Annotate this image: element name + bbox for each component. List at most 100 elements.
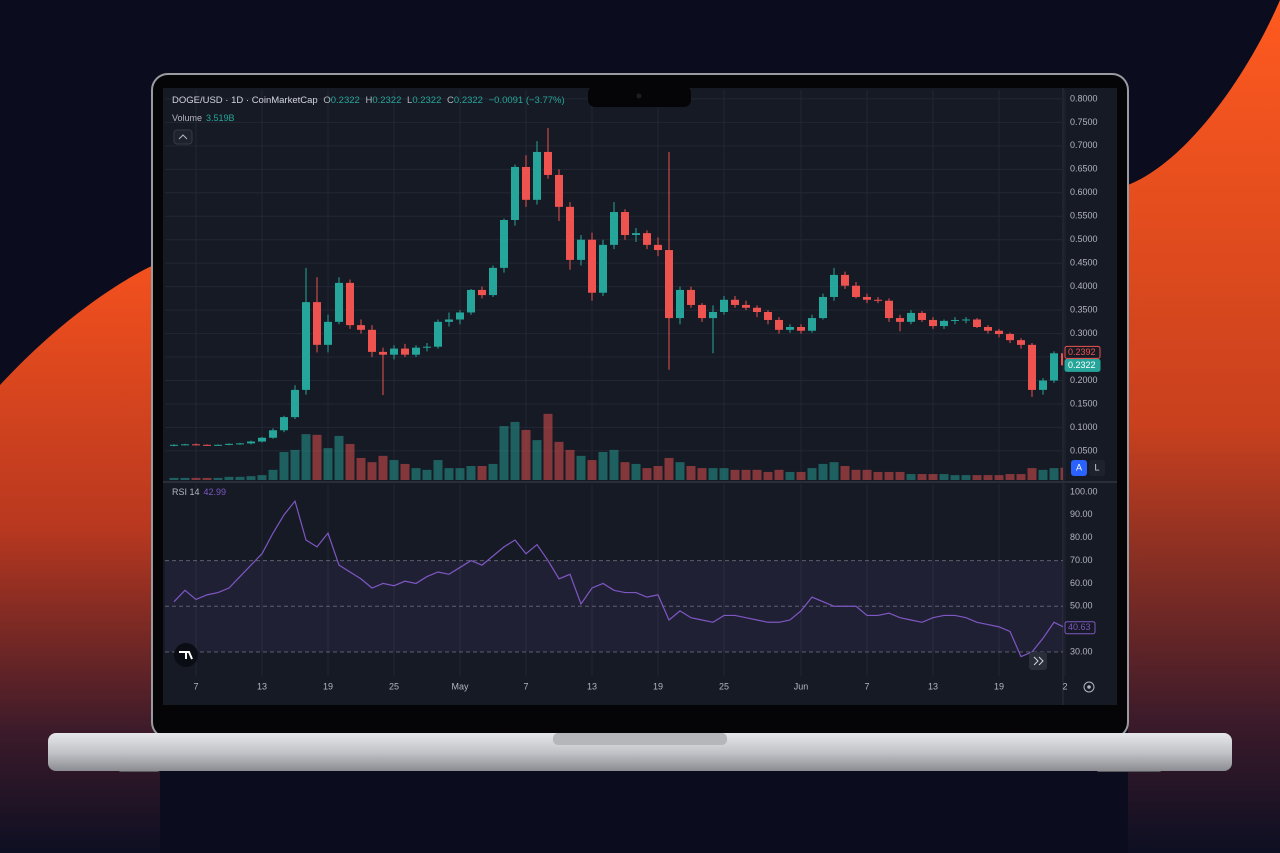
y-tick-label: 0.3500	[1070, 304, 1098, 314]
volume-title: Volume	[172, 113, 203, 123]
candle-body	[357, 325, 365, 330]
volume-bar	[587, 460, 597, 480]
x-tick-label: May	[451, 681, 469, 691]
candle-body	[390, 348, 398, 355]
candle-body	[489, 267, 497, 296]
settings-icon-dot	[1087, 685, 1091, 689]
volume-bar	[675, 462, 685, 480]
candle-body	[995, 330, 1003, 335]
candle-body	[808, 318, 816, 331]
volume-bar	[213, 477, 223, 480]
x-tick-label: 13	[257, 681, 267, 691]
volume-bar	[708, 468, 718, 480]
tv-logo-mark	[179, 651, 193, 660]
volume-bar	[917, 474, 927, 480]
laptop-notch-cut	[553, 733, 727, 745]
candle-body	[984, 327, 992, 331]
candle-body	[335, 282, 343, 322]
rsi-line	[173, 499, 1063, 658]
candle-body	[522, 166, 530, 200]
volume-bar	[928, 474, 938, 480]
candle-body	[830, 274, 838, 297]
candle-body	[907, 312, 915, 322]
volume-bar	[367, 462, 377, 480]
candle-body	[731, 299, 739, 305]
x-tick-label: Jun	[794, 681, 809, 691]
ohlc-value: 0.2322	[412, 95, 442, 106]
candle-body	[1061, 353, 1063, 366]
candle-body	[247, 441, 255, 444]
candle-body	[291, 389, 299, 418]
bg-shape	[1128, 0, 1280, 853]
candle-body	[786, 327, 794, 330]
x-tick-label: 7	[523, 681, 528, 691]
rsi-title: RSI 14	[172, 487, 200, 497]
volume-bar	[257, 475, 267, 480]
candle-body	[214, 444, 222, 446]
volume-bar	[653, 466, 663, 480]
x-tick-label: 25	[389, 681, 399, 691]
candle-body	[456, 312, 464, 320]
y-tick-label: 0.6500	[1070, 164, 1098, 174]
volume-bar	[301, 434, 311, 480]
rsi-tick-label: 70.00	[1070, 555, 1093, 565]
candle-body	[698, 304, 706, 319]
x-tick-label: 19	[653, 681, 663, 691]
candle-body	[654, 244, 662, 251]
candle-body	[533, 151, 541, 200]
candle-body	[951, 319, 959, 321]
candle-body	[544, 151, 552, 175]
candle-body	[775, 319, 783, 330]
volume-bar	[477, 466, 487, 480]
candle-body	[324, 321, 332, 345]
candle-body	[170, 444, 178, 446]
volume-value: 3.519B	[206, 113, 235, 123]
volume-bar	[697, 468, 707, 480]
y-tick-label: 0.0500	[1070, 445, 1098, 455]
laptop-base	[48, 733, 1232, 771]
rsi-legend: RSI 14 42.99	[172, 487, 226, 497]
symbol-header: DOGE/USD · 1D · CoinMarketCap O0.2322 H0…	[172, 95, 568, 106]
candle-body	[742, 304, 750, 308]
log-scale-button[interactable]	[1089, 460, 1105, 476]
volume-bar	[598, 452, 608, 480]
candle-body	[412, 347, 420, 355]
candle-body	[269, 430, 277, 438]
volume-bar	[323, 448, 333, 480]
settings-icon[interactable]	[1083, 681, 1095, 693]
candle-body	[841, 274, 849, 286]
candle-body	[709, 311, 717, 319]
x-tick-label: 19	[323, 681, 333, 691]
candle-body	[434, 321, 442, 347]
volume-bar	[1060, 467, 1063, 480]
y-tick-label: 0.7000	[1070, 140, 1098, 150]
volume-bar	[510, 421, 520, 480]
candle-body	[874, 299, 882, 301]
volume-bar	[202, 477, 212, 480]
candle-body	[478, 289, 486, 296]
volume-bar	[620, 462, 630, 480]
candle-body	[467, 289, 475, 313]
candle-body	[632, 233, 640, 236]
candle-body	[599, 244, 607, 293]
button-label: A	[1076, 462, 1082, 472]
volume-bar	[774, 469, 784, 480]
volume-bar	[884, 471, 894, 480]
candle-body	[313, 302, 321, 345]
auto-scale-button[interactable]	[1071, 460, 1087, 476]
volume-legend: Volume 3.519B	[172, 113, 235, 123]
volume-bar	[279, 452, 289, 480]
candle-body	[940, 320, 948, 327]
x-tick-label: 13	[928, 681, 938, 691]
rsi-last-box	[1064, 621, 1096, 635]
chevron-icon	[178, 134, 188, 140]
candle-body	[368, 329, 376, 352]
volume-bar	[378, 455, 388, 480]
candle-body	[566, 206, 574, 260]
volume-bar	[1016, 474, 1026, 480]
candle-body	[401, 348, 409, 355]
collapse-button[interactable]	[173, 129, 193, 145]
rsi-tick-label: 90.00	[1070, 509, 1093, 519]
